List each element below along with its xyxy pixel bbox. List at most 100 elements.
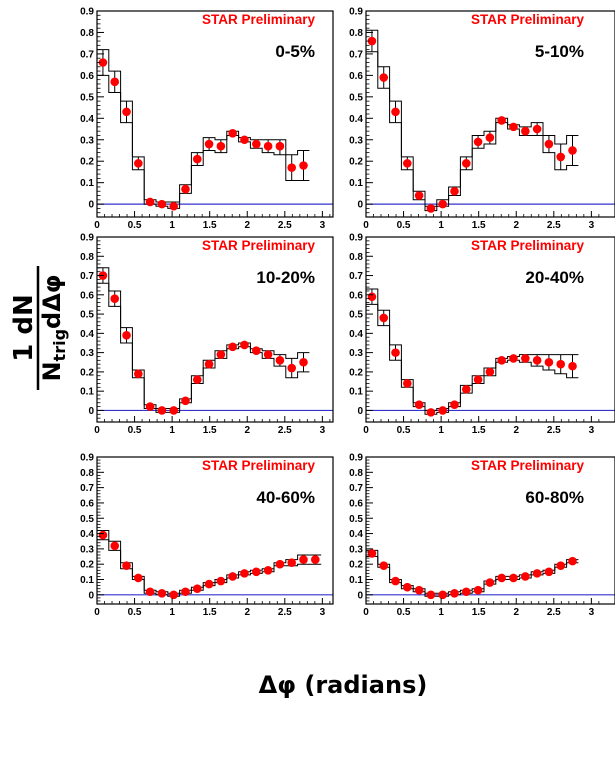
data-point (532, 124, 542, 134)
x-tick-label: 3 (320, 220, 326, 231)
x-tick-label: 0 (94, 425, 100, 436)
data-point (311, 555, 320, 564)
data-point (240, 569, 249, 578)
data-point (367, 36, 377, 46)
panel-frame (365, 236, 615, 423)
star-preliminary-label: STAR Preliminary (202, 12, 316, 27)
y-tick-label: 0.8 (80, 28, 94, 39)
y-tick-label: 0.6 (80, 498, 94, 509)
data-point (275, 356, 285, 365)
panel-plot-area (366, 29, 615, 213)
x-tick-label: 1 (438, 220, 444, 231)
data-point (544, 139, 554, 149)
panel-plot-area (97, 49, 333, 211)
y-tick-label: 0.6 (349, 71, 363, 82)
y-tick-label: 0 (357, 406, 363, 417)
data-point (204, 359, 214, 369)
x-axis-title: Δφ (radians) (259, 671, 428, 699)
x-tick-label: 0 (363, 425, 369, 436)
y-tick-label: 0.9 (80, 233, 94, 244)
data-point (216, 576, 226, 586)
y-tick-label: 0.2 (80, 367, 94, 378)
panel-1: 0 0.5 1 1.5 2 2.5 3 0 0.1 0.2 0.3 0.4 0.5 0.6 0.7 0.8 0.… (80, 7, 334, 231)
data-point (98, 530, 108, 540)
data-point (169, 406, 178, 415)
centrality-label: 0-5% (275, 42, 315, 61)
y-tick-label: 0.8 (80, 468, 94, 479)
y-tick-label: 0.3 (80, 135, 94, 146)
y-tick-label: 0.8 (349, 468, 363, 479)
data-point (521, 354, 530, 363)
x-tick-label: 1.5 (203, 607, 217, 618)
y-tick-label: 0.9 (349, 453, 363, 464)
y-tick-label: 0.7 (80, 271, 94, 282)
data-point (438, 406, 447, 415)
data-point (181, 587, 190, 597)
x-tick-label: 1 (169, 220, 175, 231)
y-tick-label: 0.3 (349, 348, 363, 359)
data-point (122, 330, 131, 340)
y-tick-label: 0 (357, 590, 363, 601)
y-tick-label: 0.1 (349, 178, 363, 189)
y-axis-title: 1 dN NtrigdΔφ (9, 266, 69, 390)
data-point (110, 77, 120, 87)
centrality-label: 60-80% (525, 488, 584, 507)
data-point (228, 342, 237, 352)
data-point (157, 588, 167, 598)
x-tick-label: 1 (438, 425, 444, 436)
centrality-label: 20-40% (525, 268, 584, 287)
data-point (134, 369, 143, 379)
data-point (391, 576, 400, 586)
x-tick-label: 1.5 (472, 607, 486, 618)
y-tick-label: 0.9 (349, 7, 363, 18)
data-point (379, 73, 389, 82)
data-point (403, 159, 412, 168)
x-tick-label: 0 (94, 607, 100, 618)
x-tick-label: 2.5 (547, 220, 561, 231)
data-point (216, 350, 226, 359)
x-tick-label: 3 (589, 607, 595, 618)
star-preliminary-label: STAR Preliminary (471, 12, 585, 27)
data-point (485, 578, 495, 587)
y-tick-label: 0.6 (349, 290, 363, 301)
star-preliminary-label: STAR Preliminary (202, 238, 316, 253)
data-point (556, 359, 566, 369)
y-tick-label: 0.2 (80, 560, 94, 571)
data-point (299, 357, 308, 367)
data-point (192, 154, 202, 164)
data-point (568, 556, 577, 566)
data-point (287, 558, 297, 567)
data-point (204, 139, 214, 149)
data-point (485, 367, 495, 377)
panel-plot-area (366, 288, 615, 417)
data-point (228, 129, 237, 138)
data-point (473, 375, 483, 384)
data-point (438, 199, 447, 209)
data-point (263, 350, 273, 359)
x-tick-label: 0.5 (397, 220, 411, 231)
data-point (134, 159, 143, 168)
x-tick-label: 2.5 (278, 425, 292, 436)
y-tick-label: 0.1 (80, 387, 94, 398)
y-tick-label: 0.4 (349, 529, 363, 540)
x-tick-label: 1.5 (203, 220, 217, 231)
x-tick-label: 0.5 (397, 607, 411, 618)
y-tick-label: 0.2 (349, 157, 363, 168)
panels-group: 0 0.5 1 1.5 2 2.5 3 0 0.1 0.2 0.3 0.4 0.5 0.6 0.7 0.8 0.… (80, 7, 615, 618)
data-point (122, 107, 131, 117)
data-point (122, 561, 131, 571)
y-axis-title-denominator: NtrigdΔφ (38, 274, 69, 381)
y-tick-label: 0 (88, 590, 94, 601)
data-point (134, 573, 143, 583)
y-tick-label: 0.3 (80, 544, 94, 555)
systematic-band-lower (366, 556, 579, 597)
y-tick-label: 0.6 (80, 71, 94, 82)
x-tick-label: 3 (589, 220, 595, 231)
systematic-band-lower (97, 74, 310, 209)
data-point (157, 406, 167, 415)
y-tick-label: 0.3 (80, 348, 94, 359)
x-tick-label: 0.5 (128, 607, 142, 618)
x-tick-label: 2.5 (278, 220, 292, 231)
y-tick-label: 0.4 (349, 114, 363, 125)
x-tick-label: 1.5 (472, 425, 486, 436)
